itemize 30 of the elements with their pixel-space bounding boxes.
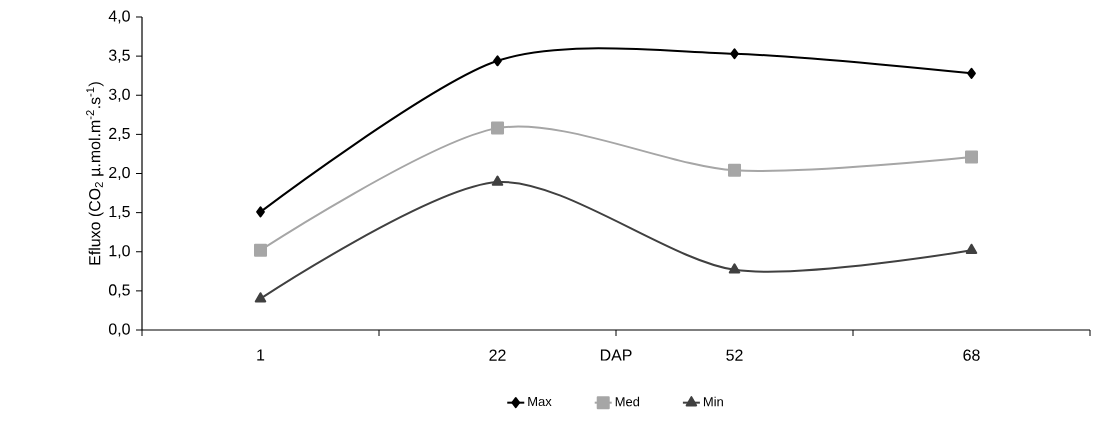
y-tick-label: 1,5 — [109, 206, 130, 220]
x-tick-label: 68 — [963, 349, 980, 361]
y-axis-title: Efluxo (CO$_{2}$ µ.mol.m$^{-2}$.s$^{-1}$) — [86, 82, 104, 265]
point — [254, 292, 267, 303]
y-tick-label: 3,0 — [108, 88, 130, 102]
point — [967, 67, 976, 79]
point — [493, 55, 502, 67]
point — [730, 48, 739, 60]
y-tick-label: 0,5 — [108, 284, 130, 298]
x-tick-label: 1 — [257, 349, 265, 361]
x-axis-title: DAP — [600, 349, 632, 361]
legend-label: Med — [615, 396, 640, 407]
point — [491, 175, 504, 186]
point — [965, 150, 979, 164]
point — [728, 263, 741, 274]
legend-label: Min — [703, 396, 723, 407]
y-tick-label: 3,5 — [108, 49, 130, 63]
y-tick-label: 2,0 — [109, 166, 130, 181]
y-tick-label: 1,0 — [109, 245, 130, 259]
point — [491, 121, 505, 135]
x-tick-label: 22 — [489, 349, 506, 361]
legend-label: Max — [528, 397, 552, 407]
y-tick-label: 0,0 — [108, 323, 130, 337]
y-tick-label: 4,0 — [108, 10, 130, 24]
point — [256, 206, 265, 218]
point — [728, 163, 742, 177]
y-tick-label: 2,5 — [109, 127, 130, 141]
x-tick-label: 52 — [726, 349, 743, 361]
point — [254, 243, 268, 257]
point — [965, 243, 978, 254]
